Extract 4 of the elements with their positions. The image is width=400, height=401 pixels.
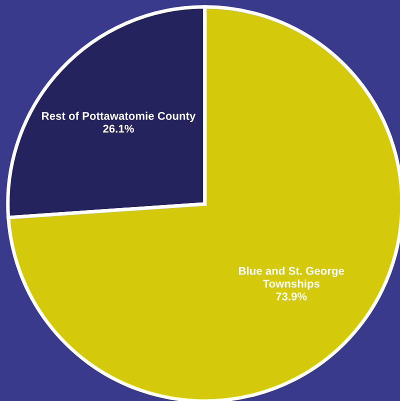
data-label: 26.1% — [103, 124, 134, 133]
slice-label: Blue and St. George Townships — [239, 266, 344, 290]
data-label: 73.9% — [276, 292, 307, 300]
slice-label: Rest of Pottawatomie County — [42, 112, 196, 122]
